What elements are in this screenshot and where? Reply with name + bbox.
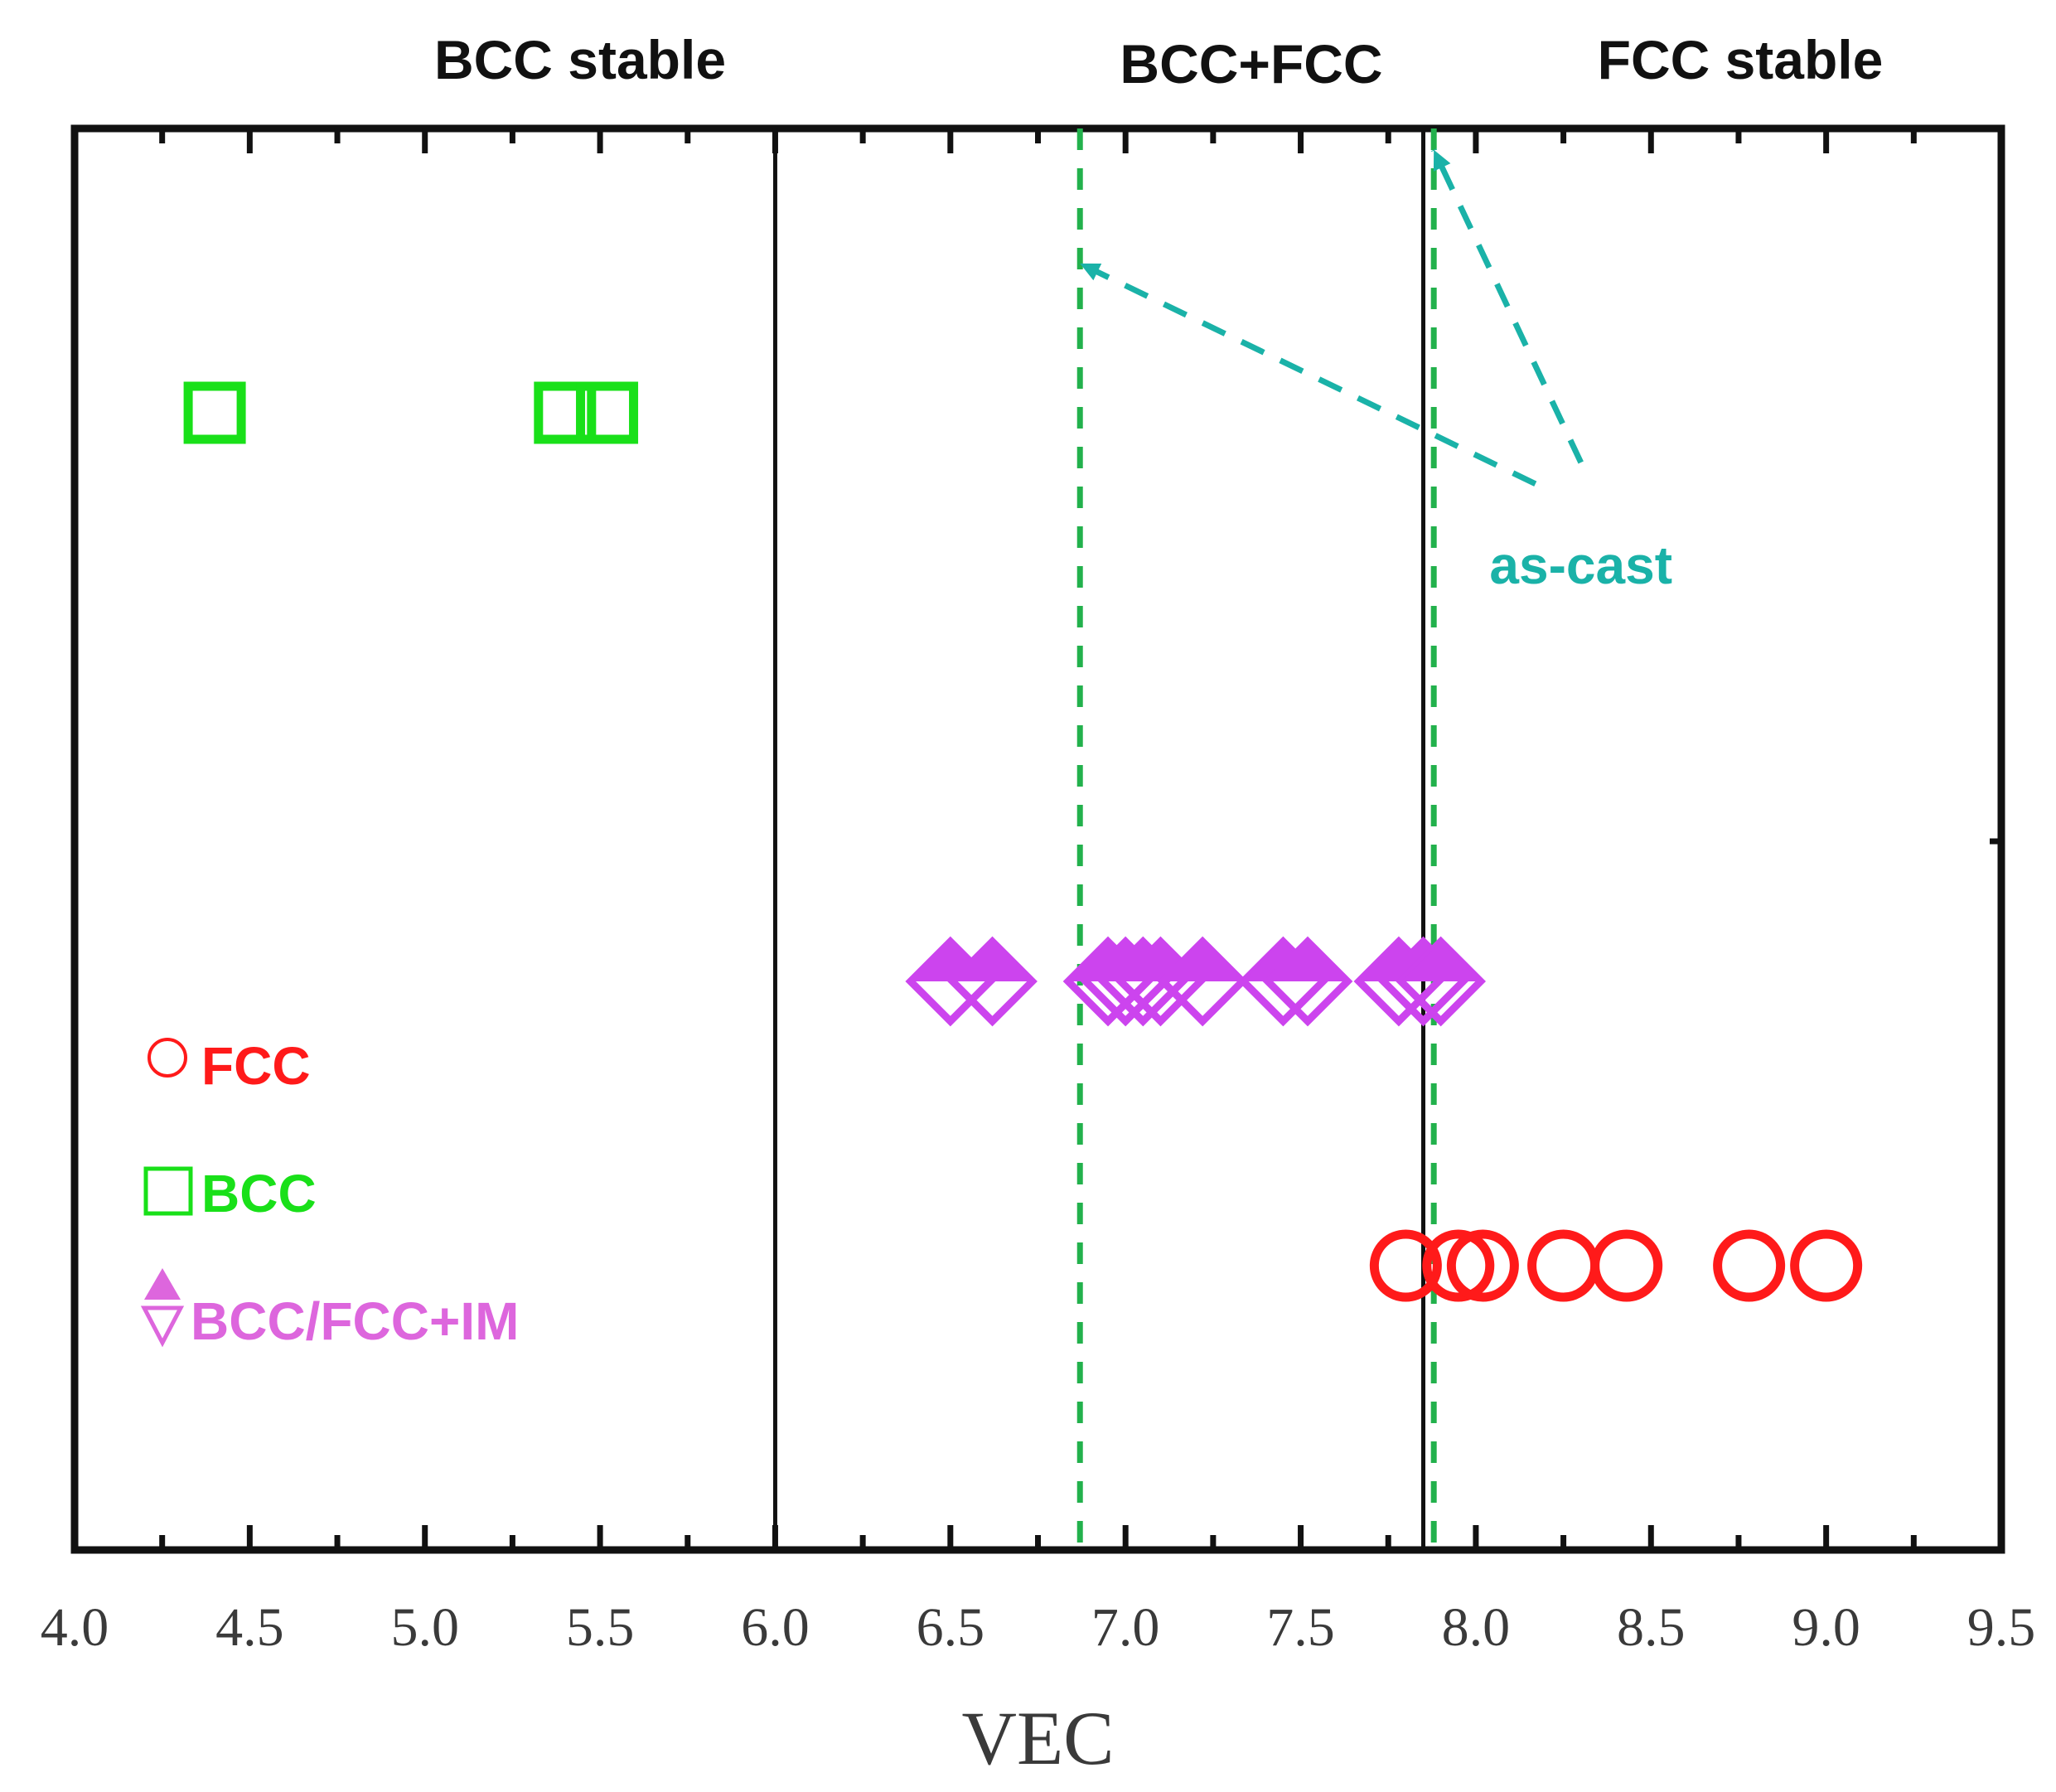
x-tick-label: 6.5	[917, 1597, 985, 1658]
x-tick-label: 5.5	[566, 1597, 635, 1658]
phase-boundaries	[772, 128, 1437, 1550]
fcc-point	[1369, 1229, 1442, 1302]
x-axis-tick-labels: 4.0 4.5 5.0 5.5 6.0 6.5 7.0 7.5 8.0 8.5 …	[41, 1597, 2036, 1658]
fcc-point	[1590, 1229, 1663, 1302]
fcc-point	[1713, 1229, 1786, 1302]
as-cast-arrow-line	[1431, 148, 1584, 464]
x-axis-title: VEC	[962, 1696, 1115, 1780]
im-point	[1157, 936, 1248, 1027]
x-tick-label: 4.0	[41, 1597, 109, 1658]
x-tick-label: 9.0	[1792, 1597, 1860, 1658]
as-cast-arrow-head	[1080, 263, 1102, 281]
fcc-point	[1790, 1229, 1863, 1302]
x-tick-label: 9.5	[1967, 1597, 2036, 1658]
im-point	[947, 936, 1038, 1027]
legend-label-bcc-fcc-im: BCC/FCC+IM	[191, 1291, 519, 1351]
data-markers	[183, 381, 1863, 1302]
legend: FCC BCC BCC/FCC+IM	[140, 1036, 519, 1351]
x-tick-label: 5.0	[390, 1597, 459, 1658]
legend-symbol-fcc-circle	[148, 1038, 187, 1078]
fcc-point	[1422, 1229, 1495, 1302]
bcc-point	[576, 381, 639, 444]
legend-triangle-down-glyph	[140, 1305, 185, 1348]
legend-symbol-bcc-square	[143, 1166, 193, 1216]
fcc-point	[1446, 1229, 1519, 1302]
bcc-point	[183, 381, 246, 444]
legend-symbol-im-diamond	[140, 1268, 185, 1348]
x-tick-label: 6.0	[741, 1597, 810, 1658]
region-label-bcc-fcc: BCC+FCC	[1120, 33, 1382, 94]
region-label-fcc-stable: FCC stable	[1598, 29, 1884, 90]
im-point	[1396, 936, 1487, 1027]
bcc-point	[534, 381, 597, 444]
region-label-bcc-stable: BCC stable	[434, 29, 726, 90]
legend-triangle-up-glyph	[144, 1268, 181, 1300]
legend-circle-glyph	[148, 1038, 187, 1078]
as-cast-arrow-head	[1433, 149, 1451, 172]
x-tick-label: 8.0	[1442, 1597, 1511, 1658]
as-cast-annotation: as-cast	[1489, 535, 1672, 595]
x-tick-label: 7.0	[1091, 1597, 1160, 1658]
legend-square-glyph	[143, 1166, 193, 1216]
x-tick-label: 7.5	[1266, 1597, 1335, 1658]
x-tick-label: 4.5	[215, 1597, 284, 1658]
legend-label-bcc: BCC	[201, 1164, 317, 1223]
im-point	[1262, 936, 1353, 1027]
x-tick-label: 8.5	[1617, 1597, 1686, 1658]
as-cast-arrows	[1078, 148, 1584, 487]
legend-label-fcc: FCC	[201, 1036, 311, 1096]
x-axis-ticks	[71, 128, 2005, 1550]
